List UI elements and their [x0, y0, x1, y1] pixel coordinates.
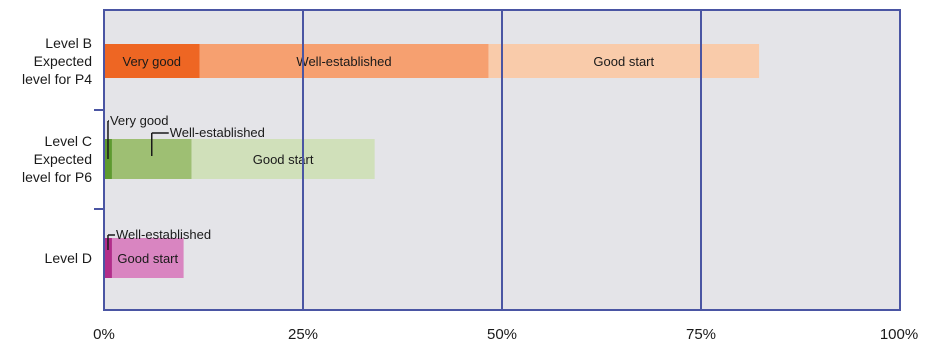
- category-1-label-line-3: level for P4: [22, 71, 92, 87]
- category-2-label-line-1: Level C: [45, 133, 92, 149]
- bar-3-well-established: [104, 238, 112, 278]
- bar-1-well-established: [199, 44, 489, 78]
- x-tick-label-4: 75%: [686, 326, 716, 343]
- category-1-label-line-2: Expected: [34, 53, 92, 69]
- bar-2-good-start: [191, 139, 375, 179]
- bar-2-good-start-label: Good start: [253, 152, 314, 167]
- plot-frame: [103, 9, 901, 311]
- callout-2-well-established-text: Well-established: [170, 125, 265, 140]
- category-2-label-line-3: level for P6: [22, 169, 92, 185]
- x-tick-label-1: 0%: [93, 326, 115, 343]
- callout-3-well-established-text: Well-established: [116, 227, 211, 242]
- category-1-label-line-1: Level B: [45, 35, 92, 51]
- bar-1-very-good: [104, 44, 200, 78]
- x-tick-label-3: 50%: [487, 326, 517, 343]
- bar-1-good-start-label: Good start: [593, 54, 654, 69]
- category-3-label-line-1: Level D: [45, 250, 92, 266]
- bar-1-very-good-label: Very good: [122, 54, 181, 69]
- callout-2-very-good-text: Very good: [110, 113, 169, 128]
- category-2-label-line-2: Expected: [34, 151, 92, 167]
- x-tick-label-5: 100%: [880, 326, 918, 343]
- x-tick-label-2: 25%: [288, 326, 318, 343]
- bar-1-good-start: [488, 44, 760, 78]
- bar-3-good-start-label: Good start: [117, 251, 178, 266]
- bar-3-good-start: [111, 238, 184, 278]
- bar-1-well-established-label: Well-established: [296, 54, 391, 69]
